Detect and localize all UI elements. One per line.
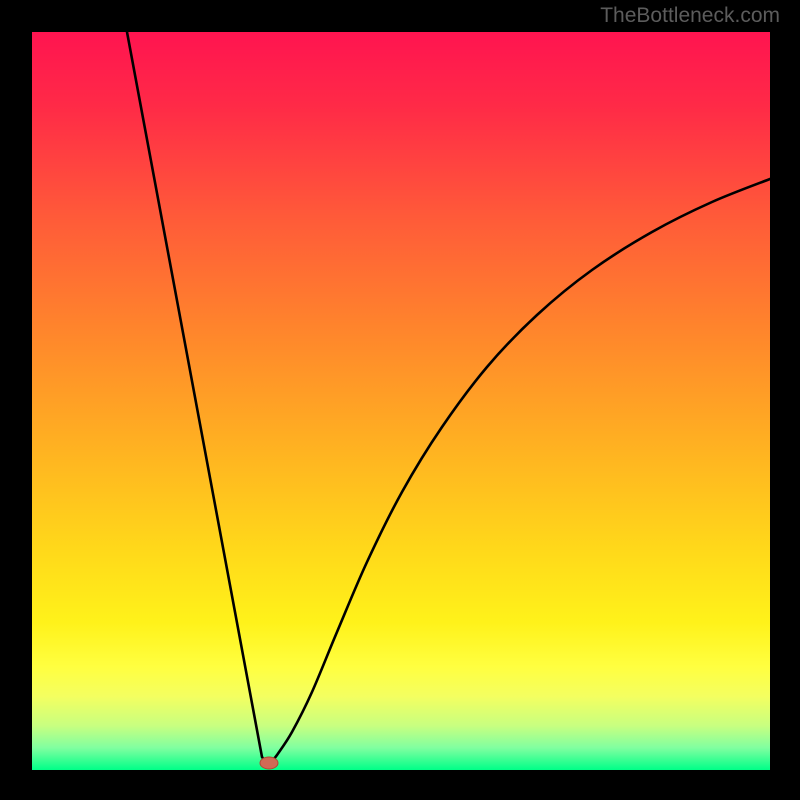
chart-container: TheBottleneck.com	[0, 0, 800, 800]
plot-svg	[0, 0, 800, 800]
watermark-text: TheBottleneck.com	[600, 4, 780, 28]
gradient-background	[32, 32, 770, 770]
valley-marker	[260, 757, 278, 769]
